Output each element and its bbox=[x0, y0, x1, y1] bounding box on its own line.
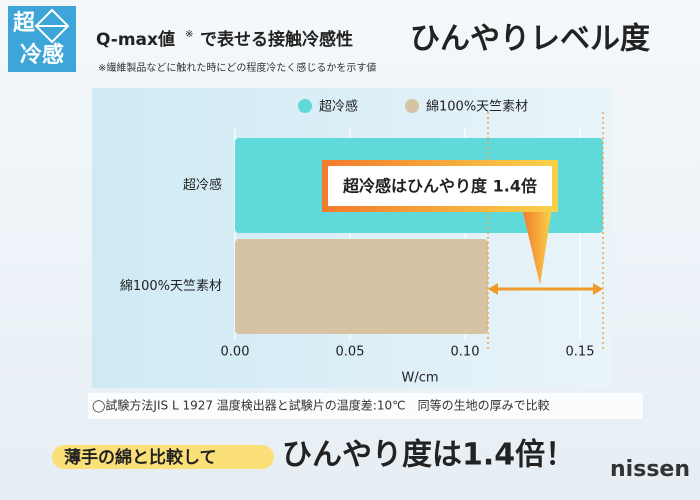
callout-text: 超冷感はひんやり度 1.4倍 bbox=[342, 177, 537, 196]
x-tick-label: 0.00 bbox=[221, 345, 250, 360]
bar bbox=[235, 239, 488, 334]
title-rest: で表せる接触冷感性 bbox=[200, 29, 353, 50]
logo-diamond bbox=[34, 8, 70, 44]
y-tick-label: 超冷感 bbox=[183, 177, 222, 193]
x-tick-label: 0.05 bbox=[336, 345, 365, 360]
legend-label: 綿100%天竺素材 bbox=[426, 100, 528, 115]
footnote: ◯試験方法JIS L 1927 温度検出器と試験片の温度差:10℃ 同等の生地の… bbox=[92, 398, 550, 413]
bottom-headline: ひんやり度は1.4倍！ bbox=[282, 438, 575, 473]
footnote-box bbox=[88, 393, 643, 419]
logo-bottom: 冷感 bbox=[20, 42, 64, 68]
brand: nissen bbox=[610, 457, 690, 482]
logo-top: 超 bbox=[13, 11, 36, 36]
x-tick-label: 0.10 bbox=[451, 345, 480, 360]
bottom-lead: 薄手の綿と比較して bbox=[64, 447, 217, 468]
legend-swatch bbox=[298, 99, 312, 113]
note: ※繊維製品などに触れた時にどの程度冷たく感じるかを示す値 bbox=[98, 61, 376, 74]
y-tick-label: 綿100%天竺素材 bbox=[120, 279, 222, 294]
logo-box bbox=[8, 6, 76, 72]
title-mark: ※ bbox=[185, 29, 193, 40]
legend-swatch bbox=[405, 99, 419, 113]
legend-label: 超冷感 bbox=[319, 99, 358, 115]
title: Q-max値 bbox=[96, 29, 175, 50]
lead-highlight bbox=[52, 445, 274, 469]
x-tick-label: 0.15 bbox=[566, 345, 595, 360]
x-axis-label: W/cm bbox=[401, 371, 438, 386]
headline: ひんやりレベル度 bbox=[410, 22, 650, 57]
callout-box bbox=[328, 166, 552, 206]
callout-pointer bbox=[522, 208, 552, 285]
